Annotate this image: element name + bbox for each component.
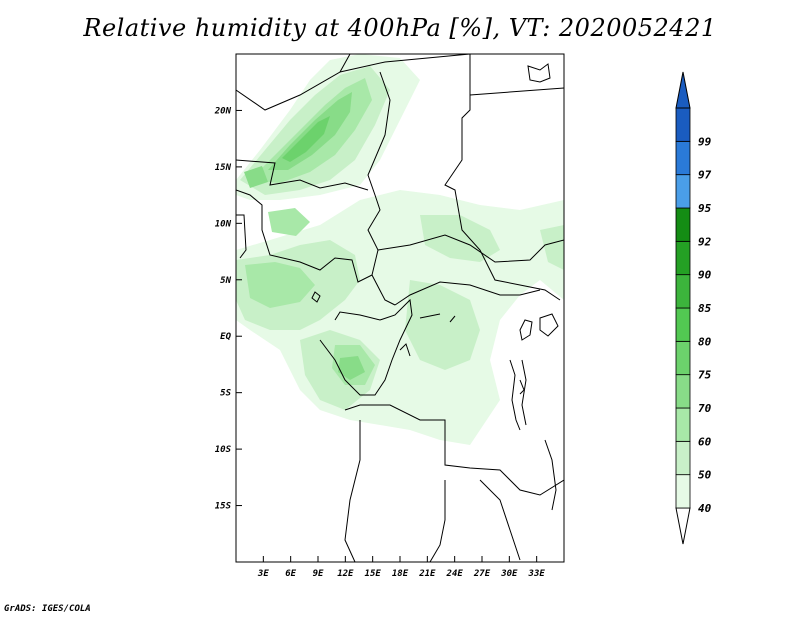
lon-tick-label: 12E <box>337 569 354 579</box>
lon-tick-label: 21E <box>418 569 436 579</box>
colorbar-swatch <box>675 474 691 509</box>
colorbar-label: 70 <box>698 402 712 415</box>
colorbar-swatch <box>675 374 691 409</box>
colorbar-swatch <box>675 140 691 176</box>
colorbar-label: 85 <box>698 302 712 315</box>
longitude-axis: 3E 6E 9E 12E 15E 18E 21E 24E 27E 30E 33E <box>257 556 545 579</box>
humidity-field <box>236 54 564 445</box>
lon-tick-label: 15E <box>365 569 382 579</box>
colorbar-swatch <box>675 407 691 442</box>
colorbar-label: 80 <box>698 335 712 348</box>
lon-tick-label: 33E <box>528 569 546 579</box>
colorbar-legend: 40 50 60 70 75 80 85 90 92 95 97 99 <box>675 71 712 545</box>
colorbar-min-triangle <box>675 507 691 545</box>
lat-tick-label: 5S <box>220 389 231 399</box>
colorbar-swatch <box>675 107 691 142</box>
lon-tick-label: 9E <box>313 569 324 579</box>
colorbar-label: 75 <box>698 369 712 382</box>
colorbar-label: 50 <box>698 469 712 482</box>
lat-tick-label: 20N <box>214 106 232 116</box>
colorbar-max-triangle <box>675 71 691 109</box>
lat-tick-label: 5N <box>220 276 231 286</box>
colorbar-label: 97 <box>698 169 712 182</box>
humidity-field-50 <box>405 280 480 370</box>
grads-credit: GrADS: IGES/COLA <box>4 604 91 614</box>
lakes <box>311 63 559 511</box>
lon-tick-label: 3E <box>257 569 269 579</box>
humidity-field-70 <box>244 166 268 188</box>
colorbar-swatch <box>675 307 691 342</box>
colorbar-swatch <box>675 274 691 309</box>
lat-tick-label: 15N <box>215 163 232 173</box>
humidity-field-60 <box>245 262 315 308</box>
colorbar-label: 95 <box>698 202 712 215</box>
map-title: Relative humidity at 400hPa [%], VT: 202… <box>83 14 717 42</box>
country-borders <box>236 54 564 562</box>
colorbar-swatch <box>675 340 691 376</box>
humidity-field-50 <box>540 225 564 270</box>
lon-tick-label: 18E <box>392 569 409 579</box>
lon-tick-label: 6E <box>285 569 296 579</box>
colorbar-swatch <box>675 174 691 209</box>
lat-tick-label: 10S <box>215 445 232 455</box>
lon-tick-label: 27E <box>473 569 491 579</box>
lat-tick-label: 10N <box>215 219 232 229</box>
lon-tick-label: 30E <box>500 569 518 579</box>
latitude-axis: 20N 15N 10N 5N EQ 5S 10S 15S <box>214 106 242 512</box>
colorbar-swatch <box>675 207 691 242</box>
colorbar-swatch <box>675 440 691 476</box>
lon-tick-label: 24E <box>446 569 464 579</box>
humidity-field-70 <box>338 356 365 380</box>
colorbar-label: 99 <box>698 135 712 148</box>
humidity-field-75 <box>282 116 330 162</box>
colorbar-label: 92 <box>698 235 712 248</box>
humidity-field-60 <box>268 208 310 236</box>
colorbar-label: 40 <box>698 502 712 515</box>
lat-tick-label: EQ <box>220 332 231 342</box>
lat-tick-label: 15S <box>215 502 232 512</box>
colorbar-label: 60 <box>698 435 712 448</box>
colorbar-label: 90 <box>698 269 712 282</box>
colorbar-swatch <box>675 240 691 276</box>
